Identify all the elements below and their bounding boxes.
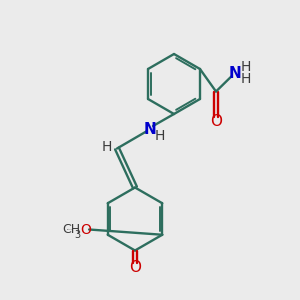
Text: H: H bbox=[241, 72, 251, 86]
Text: O: O bbox=[129, 260, 141, 274]
Text: O: O bbox=[210, 114, 222, 129]
Text: H: H bbox=[154, 129, 165, 142]
Text: N: N bbox=[229, 66, 242, 81]
Text: O: O bbox=[81, 223, 92, 236]
Text: N: N bbox=[144, 122, 156, 136]
Text: H: H bbox=[241, 60, 251, 74]
Text: 3: 3 bbox=[74, 230, 80, 240]
Text: H: H bbox=[101, 140, 112, 154]
Text: CH: CH bbox=[62, 223, 80, 236]
Text: methoxy: methoxy bbox=[67, 228, 73, 230]
